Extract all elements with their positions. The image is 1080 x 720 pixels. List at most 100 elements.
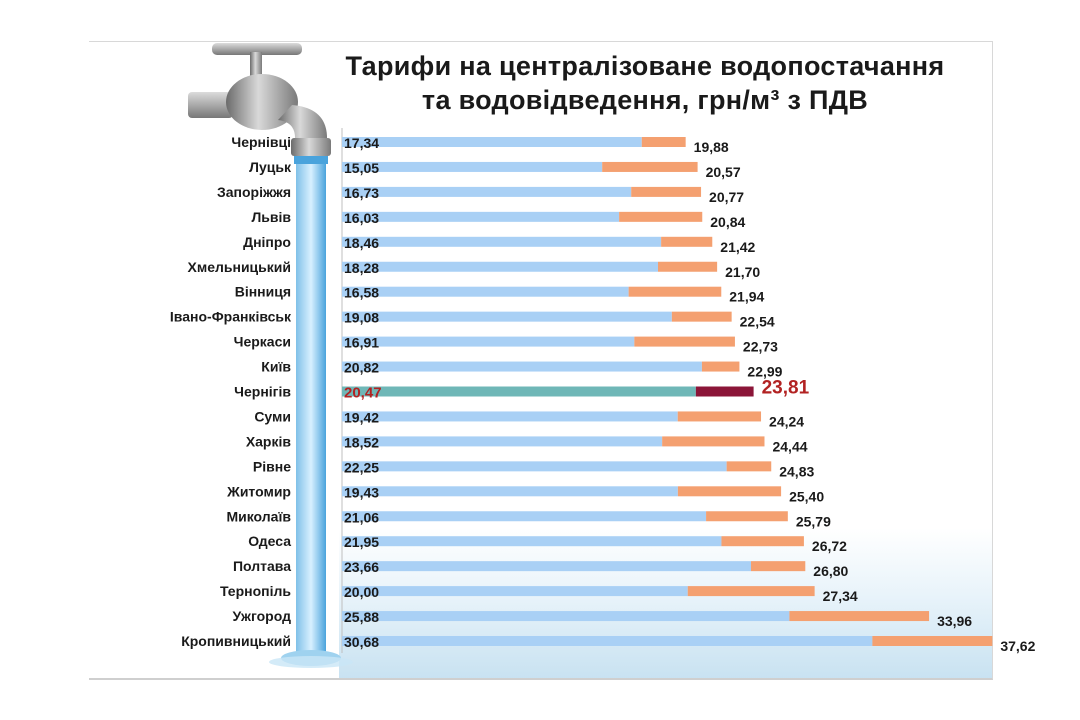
category-label: Львів xyxy=(251,209,291,225)
bar-wastewater xyxy=(662,436,765,447)
bar-wastewater xyxy=(628,286,722,297)
data-label-water-supply: 18,52 xyxy=(344,434,379,450)
data-label-total: 27,34 xyxy=(823,588,858,604)
category-label: Житомир xyxy=(226,483,291,499)
data-label-total: 19,88 xyxy=(694,139,729,155)
bar-wastewater xyxy=(641,137,686,147)
bar-water-supply xyxy=(342,486,678,497)
bar-wastewater xyxy=(687,586,815,597)
category-label: Чернівці xyxy=(231,134,291,150)
bar-water-supply xyxy=(342,461,727,472)
category-label: Черкаси xyxy=(234,334,291,350)
data-label-water-supply: 16,58 xyxy=(344,285,379,301)
data-label-total: 22,99 xyxy=(747,364,782,380)
category-label: Київ xyxy=(261,359,291,375)
bar-water-supply xyxy=(342,261,659,272)
data-label-water-supply: 15,05 xyxy=(344,160,379,176)
bar-wastewater xyxy=(789,611,930,622)
bar-water-supply xyxy=(342,536,722,547)
data-label-water-supply: 30,68 xyxy=(344,634,379,650)
bar-wastewater xyxy=(721,536,804,547)
data-label-water-supply: 20,00 xyxy=(344,584,379,600)
data-label-total: 24,24 xyxy=(769,413,804,429)
category-label: Ужгород xyxy=(233,608,292,624)
water-stream-icon xyxy=(294,156,328,164)
category-label: Чернігів xyxy=(234,384,291,400)
bar-water-supply xyxy=(342,311,672,322)
bar-wastewater xyxy=(634,336,735,347)
category-label: Суми xyxy=(254,408,291,424)
bar-water-supply xyxy=(342,436,663,447)
bar-water-supply xyxy=(342,636,873,646)
data-label-total: 21,70 xyxy=(725,264,760,280)
water-splash-icon xyxy=(339,528,992,678)
bar-wastewater xyxy=(658,261,718,272)
category-label: Одеса xyxy=(248,533,291,549)
data-label-water-supply: 22,25 xyxy=(344,459,379,475)
data-label-total: 23,81 xyxy=(762,378,810,399)
data-label-water-supply: 20,47 xyxy=(344,385,382,402)
data-label-water-supply: 17,34 xyxy=(344,135,379,151)
chart-title-line-1: Тарифи на централізоване водопостачання xyxy=(345,51,945,81)
data-label-total: 33,96 xyxy=(937,613,972,629)
category-label: Дніпро xyxy=(243,234,291,250)
bar-water-supply xyxy=(342,586,688,597)
data-label-total: 21,42 xyxy=(720,239,755,255)
bar-water-supply xyxy=(342,186,632,197)
bar-wastewater xyxy=(671,311,732,322)
data-label-total: 20,77 xyxy=(709,189,744,205)
category-label: Тернопіль xyxy=(220,583,291,599)
data-label-water-supply: 19,42 xyxy=(344,409,379,425)
data-label-total: 37,62 xyxy=(1000,638,1035,654)
data-label-water-supply: 19,08 xyxy=(344,310,379,326)
category-label: Рівне xyxy=(253,458,291,474)
bar-water-supply xyxy=(342,411,678,422)
data-label-water-supply: 20,82 xyxy=(344,360,379,376)
data-label-water-supply: 18,28 xyxy=(344,260,379,276)
bar-wastewater xyxy=(751,561,806,572)
data-label-total: 22,54 xyxy=(740,314,775,330)
data-label-water-supply: 16,03 xyxy=(344,210,379,226)
data-label-water-supply: 16,91 xyxy=(344,335,379,351)
bar-water-supply xyxy=(342,561,752,572)
data-label-water-supply: 19,43 xyxy=(344,484,379,500)
bar-water-supply xyxy=(342,511,707,522)
bar-wastewater xyxy=(619,211,703,222)
bar-water-supply xyxy=(342,211,620,222)
bar-wastewater xyxy=(602,161,698,172)
data-label-total: 25,79 xyxy=(796,513,831,529)
data-label-water-supply: 25,88 xyxy=(344,609,379,625)
category-label: Вінниця xyxy=(235,284,291,300)
bar-water-supply xyxy=(342,386,696,397)
bar-water-supply xyxy=(342,611,790,622)
data-label-water-supply: 16,73 xyxy=(344,185,379,201)
data-label-total: 20,57 xyxy=(706,164,741,180)
chart-title: Тарифи на централізоване водопостачання … xyxy=(300,49,990,117)
data-label-total: 21,94 xyxy=(729,289,764,305)
data-label-water-supply: 21,95 xyxy=(344,534,379,550)
category-label: Запоріжжя xyxy=(217,184,291,200)
data-label-total: 24,83 xyxy=(779,463,814,479)
bar-wastewater xyxy=(677,411,762,422)
bar-wastewater xyxy=(706,511,788,522)
category-label: Івано-Франківськ xyxy=(170,309,292,325)
bar-water-supply xyxy=(342,137,642,147)
bar-wastewater xyxy=(726,461,772,472)
data-label-water-supply: 21,06 xyxy=(344,509,379,525)
data-label-total: 22,73 xyxy=(743,339,778,355)
data-label-water-supply: 18,46 xyxy=(344,235,379,251)
data-label-total: 24,44 xyxy=(772,438,807,454)
bar-water-supply xyxy=(342,161,603,172)
bar-wastewater xyxy=(661,236,713,247)
bar-water-supply xyxy=(342,361,702,372)
data-label-total: 25,40 xyxy=(789,488,824,504)
bar-water-supply xyxy=(342,336,635,347)
data-label-total: 20,84 xyxy=(710,214,745,230)
data-label-total: 26,72 xyxy=(812,538,847,554)
data-label-water-supply: 23,66 xyxy=(344,559,379,575)
bar-wastewater xyxy=(872,636,993,646)
category-label: Полтава xyxy=(233,558,291,574)
bar-water-supply xyxy=(342,236,662,247)
bar-wastewater xyxy=(677,486,782,497)
